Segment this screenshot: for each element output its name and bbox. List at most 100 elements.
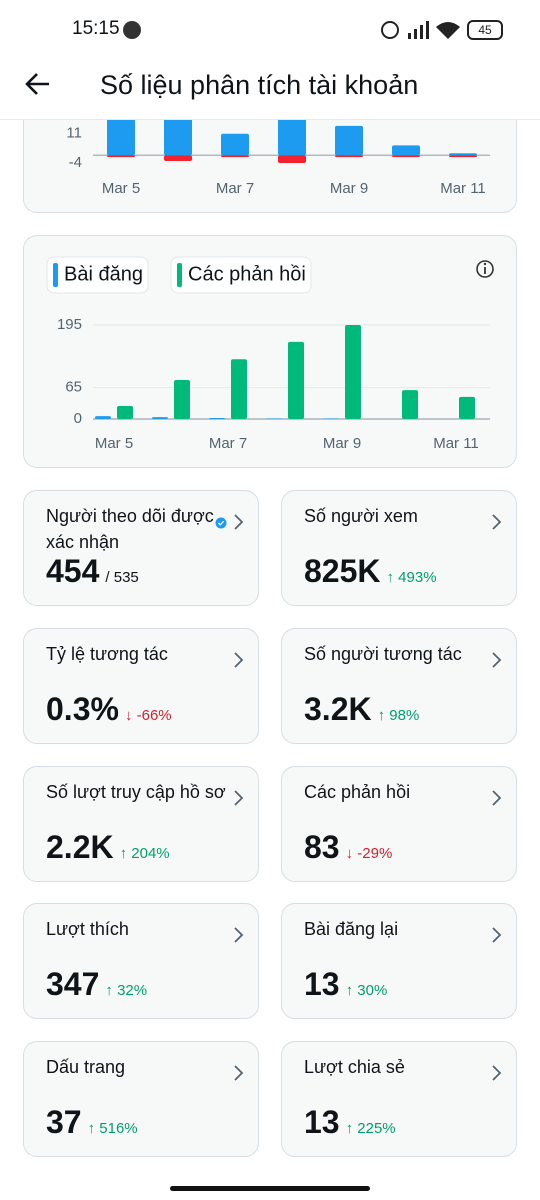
change-value: 30%: [357, 982, 388, 999]
bar: [164, 116, 192, 156]
stat-label: Lượt chia sẻ: [304, 1057, 405, 1077]
stat-card[interactable]: Người theo dõi được xác nhận 454 / 535: [23, 490, 259, 606]
chevron: [234, 790, 244, 806]
stat-change: ↑ 30%: [346, 982, 388, 999]
chevron: [234, 652, 244, 668]
legend-chip[interactable]: [170, 256, 312, 294]
charts: 11 -4 Mar 5 Mar 7 Mar 9 Mar 11 195 65 0 Mar 5 Mar …: [46, 116, 494, 452]
bar: [221, 133, 249, 156]
stat-card[interactable]: Số người tương tác 3.2K ↑ 98%: [281, 628, 517, 744]
x-tick-label: Mar 11: [433, 435, 479, 452]
verified-badge: [215, 517, 227, 529]
stat-card[interactable]: Dấu trang 37 ↑ 516%: [23, 1041, 259, 1157]
bar: [231, 359, 247, 419]
home-indicator: [170, 1186, 370, 1191]
legend-chip[interactable]: [46, 256, 149, 294]
bar: [152, 417, 168, 419]
stat-value: 13 ↑ 225%: [304, 1102, 396, 1149]
trend-arrow: ↑: [386, 569, 399, 586]
y-tick-label: 0: [74, 410, 82, 427]
stat-card[interactable]: Số lượt truy cập hồ sơ 2.2K ↑ 204%: [23, 766, 259, 882]
stat-card[interactable]: Lượt thích 347 ↑ 32%: [23, 903, 259, 1019]
bar: [209, 418, 225, 419]
stat-change: ↑ 516%: [88, 1120, 138, 1137]
trend-arrow: ↑: [377, 707, 390, 724]
stat-card[interactable]: Các phản hồi 83 ↓ -29%: [281, 766, 517, 882]
bar: [335, 155, 363, 158]
trend-arrow: ↑: [105, 982, 118, 999]
y-tick-label: 11: [66, 125, 82, 142]
chevron: [492, 790, 502, 806]
bar: [107, 116, 135, 156]
stat-change: ↑ 493%: [387, 569, 437, 586]
bar: [449, 155, 477, 158]
info-icon[interactable]: [476, 260, 494, 278]
stat-change: ↑ 225%: [346, 1120, 396, 1137]
stat-value: 3.2K ↑ 98%: [304, 689, 419, 736]
page-title: Số liệu phân tích tài khoản: [100, 70, 419, 100]
status-icons: 45: [381, 20, 503, 40]
back-button[interactable]: [24, 70, 52, 98]
stat-label: Người theo dõi được xác nhận: [46, 506, 214, 552]
bar: [288, 341, 304, 419]
x-tick-label: Mar 7: [209, 435, 247, 452]
stat-number: 3.2K: [304, 691, 372, 727]
chevron: [234, 1065, 244, 1081]
bar: [221, 155, 249, 158]
chevron: [492, 1065, 502, 1081]
change-value: 516%: [99, 1120, 138, 1137]
stat-card[interactable]: Lượt chia sẻ 13 ↑ 225%: [281, 1041, 517, 1157]
header: Số liệu phân tích tài khoản: [0, 50, 540, 120]
bar: [392, 155, 420, 158]
stat-label: Lượt thích: [46, 919, 129, 939]
stat-label: Tỷ lệ tương tác: [46, 644, 168, 664]
bar: [345, 325, 361, 419]
bar: [449, 153, 477, 156]
trend-arrow: ↓: [124, 707, 137, 724]
stat-number: 0.3%: [46, 691, 119, 727]
change-value: 32%: [117, 982, 148, 999]
x-tick-label: Mar 7: [216, 180, 254, 197]
x-tick-label: Mar 5: [95, 435, 133, 452]
battery-level: 45: [478, 23, 492, 37]
stat-total: / 535: [105, 569, 139, 586]
x-tick-label: Mar 9: [330, 180, 368, 197]
stat-card[interactable]: Bài đăng lại 13 ↑ 30%: [281, 903, 517, 1019]
stat-change: ↓ -29%: [346, 845, 393, 862]
stat-number: 2.2K: [46, 829, 114, 865]
stat-number: 37: [46, 1104, 82, 1140]
stat-value: 13 ↑ 30%: [304, 964, 387, 1011]
trend-arrow: ↑: [345, 1120, 358, 1137]
chevron: [492, 652, 502, 668]
y-tick-label: 65: [65, 379, 82, 396]
stat-value: 347 ↑ 32%: [46, 964, 147, 1011]
stat-change: ↑ 204%: [120, 845, 170, 862]
chevron: [492, 514, 502, 530]
chevron: [492, 927, 502, 943]
stat-label: Số người tương tác: [304, 644, 462, 664]
stat-value: 825K ↑ 493%: [304, 551, 437, 598]
trend-arrow: ↑: [87, 1120, 100, 1137]
legend-swatch: [177, 263, 182, 287]
stat-value: 0.3% ↓ -66%: [46, 689, 172, 736]
status-bar: 15:15 45: [0, 0, 540, 50]
change-value: 225%: [357, 1120, 396, 1137]
stat-change: ↑ 32%: [105, 982, 147, 999]
stat-change: ↑ 98%: [378, 707, 420, 724]
x-tick-label: Mar 11: [440, 180, 486, 197]
stat-label: Các phản hồi: [304, 782, 411, 802]
stat-value: 83 ↓ -29%: [304, 827, 392, 874]
x-tick-label: Mar 9: [323, 435, 361, 452]
bar: [278, 116, 306, 156]
bar: [174, 379, 190, 419]
stat-card[interactable]: Tỷ lệ tương tác 0.3% ↓ -66%: [23, 628, 259, 744]
bar: [392, 145, 420, 156]
bar: [117, 405, 133, 419]
stat-card[interactable]: Số người xem 825K ↑ 493%: [281, 490, 517, 606]
stat-number: 347: [46, 966, 100, 1002]
stat-number: 13: [304, 1104, 340, 1140]
stat-number: 13: [304, 966, 340, 1002]
change-value: -29%: [357, 845, 393, 862]
bar: [95, 416, 111, 419]
